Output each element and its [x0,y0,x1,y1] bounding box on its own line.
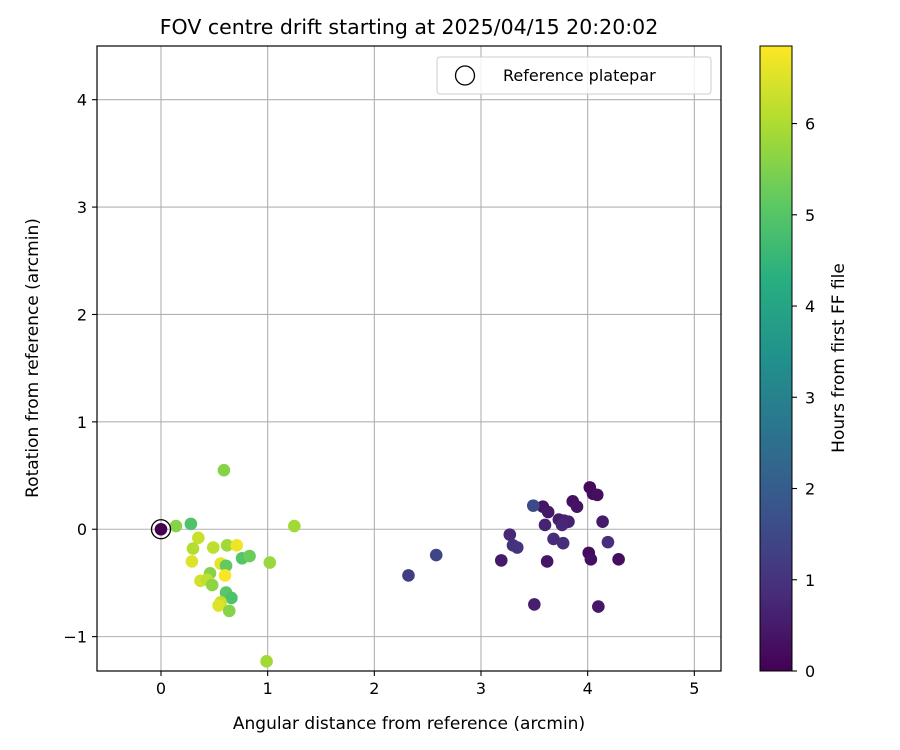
scatter-point [528,598,541,611]
scatter-point [219,559,233,573]
reference-point-fill [154,522,168,536]
colorbar-tick-label: 5 [805,206,815,225]
colorbar: 0 1 2 3 4 5 6 Hours from first FF file [759,45,849,681]
scatter-point [206,541,220,554]
legend-entry-reference: Reference platepar [503,66,656,85]
scatter-point [230,539,244,552]
scatter-point [186,542,200,555]
scatter-point [222,604,236,618]
scatter-point [612,553,625,566]
x-tick-label: 3 [476,679,486,698]
y-axis-ticks: −1 0 1 2 3 4 [63,91,97,647]
x-tick-label: 4 [583,679,593,698]
scatter-point [538,518,552,532]
y-tick-label: 3 [77,198,87,217]
scatter-point [570,500,584,513]
scatter-point [590,488,604,502]
scatter-point [510,541,524,554]
scatter-point [185,555,199,568]
scatter-point [402,569,415,582]
legend-marker-icon [454,65,476,86]
colorbar-tick-label: 0 [805,662,815,681]
scatter-point [184,517,198,531]
scatter-point [596,515,609,529]
colorbar-ticks: 0 1 2 3 4 5 6 [792,115,815,681]
scatter-point [526,499,540,512]
colorbar-tick-label: 2 [805,480,815,499]
scatter-point [556,536,570,550]
colorbar-tick-label: 4 [805,297,815,316]
colorbar-gradient [759,45,793,672]
reference-marker [150,519,172,540]
scatter-point [212,599,225,612]
scatter-point [263,556,277,569]
colorbar-tick-label: 1 [805,571,815,590]
scatter-point [192,531,205,545]
y-tick-label: 4 [77,91,87,110]
data-points [169,463,625,668]
reference-point-ring [150,519,172,540]
scatter-point [218,569,232,582]
colorbar-tick-label: 3 [805,388,815,407]
scatter-point [243,549,256,563]
legend: Reference platepar [436,56,712,95]
scatter-point [205,578,219,592]
scatter-point [260,655,273,668]
scatter-point [547,532,560,546]
colorbar-tick-label: 6 [805,115,815,134]
scatter-point [429,548,443,562]
y-tick-label: 2 [77,305,87,324]
y-axis-label: Rotation from reference (arcmin) [23,218,43,498]
scatter-point [494,554,508,567]
x-axis-label: Angular distance from reference (arcmin) [233,714,585,734]
y-tick-label: −1 [63,628,87,647]
x-tick-label: 0 [156,679,166,698]
y-tick-label: 0 [77,520,87,539]
legend-box [436,56,712,95]
x-tick-label: 5 [689,679,699,698]
scatter-point [601,535,615,549]
scatter-point [225,591,238,605]
scatter-point [555,518,569,532]
plot-frame [96,45,722,672]
y-tick-label: 1 [77,413,87,432]
scatter-point [541,505,555,519]
scatter-point [503,528,517,541]
grid [97,46,721,671]
scatter-point [540,555,554,568]
scatter-point [584,553,598,566]
scatter-point [592,600,605,613]
scatter-point [217,463,231,477]
x-tick-label: 1 [263,679,273,698]
scatter-point [169,519,183,533]
scatter-point [288,519,301,533]
colorbar-label: Hours from first FF file [829,263,849,453]
chart-title: FOV centre drift starting at 2025/04/15 … [160,15,659,39]
scatter-point [220,539,234,552]
x-tick-label: 2 [369,679,379,698]
x-axis-ticks: 0 1 2 3 4 5 [156,671,699,698]
